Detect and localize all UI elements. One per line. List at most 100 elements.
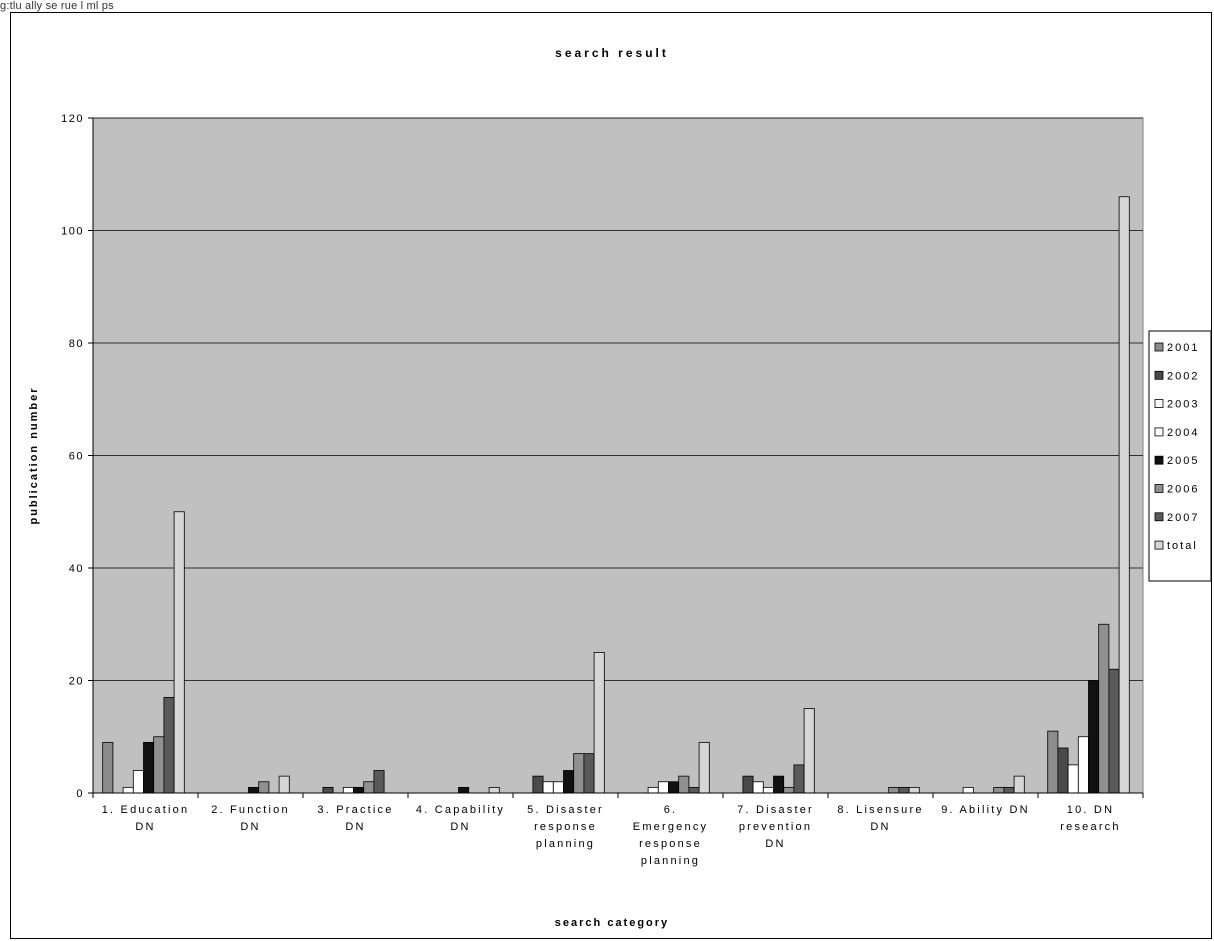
bar-total-cat-10 <box>1118 196 1130 794</box>
bar-2001-cat-1 <box>102 741 114 794</box>
bar-2005-cat-3 <box>353 786 365 794</box>
bar-2007-cat-8 <box>898 786 910 794</box>
bar-2007-cat-7 <box>793 764 805 794</box>
bar-2002-cat-10 <box>1057 747 1069 794</box>
chart-title: search result <box>555 46 669 60</box>
axes: 0 20 40 60 80 100 120 1. Education DN 2. Function… <box>61 113 1144 867</box>
x-tick-label: DN <box>765 838 785 850</box>
legend-label-2005: 2005 <box>1167 455 1199 467</box>
bars <box>102 196 1130 794</box>
x-tick-label: 3. Practice <box>317 804 393 816</box>
bar-2003-cat-1 <box>122 786 134 794</box>
x-tick-label: DN <box>870 821 890 833</box>
bar-2001-cat-10 <box>1047 730 1059 794</box>
legend-swatch-2006 <box>1154 484 1164 493</box>
legend-label-2007: 2007 <box>1167 512 1199 524</box>
y-axis-title: publication number <box>28 386 40 524</box>
x-tick-label: 2. Function <box>211 804 290 816</box>
bar-2005-cat-7 <box>773 775 785 794</box>
legend-swatch-2005 <box>1154 455 1164 465</box>
bar-chart: 0 20 40 60 80 100 120 1. Education DN 2. Function… <box>28 46 1212 929</box>
x-tick-label: prevention <box>739 821 812 833</box>
bar-2005-cat-5 <box>563 770 575 794</box>
y-tick-label: 80 <box>69 338 84 350</box>
x-tick-label: 8. Lisensure <box>837 804 923 816</box>
gridlines <box>93 117 1143 681</box>
bar-total-cat-2 <box>278 775 290 794</box>
bar-2006-cat-2 <box>258 781 270 794</box>
legend-label-2001: 2001 <box>1167 342 1199 354</box>
x-tick-label: 6. <box>664 804 678 816</box>
bar-2004-cat-10 <box>1077 736 1089 794</box>
x-tick-label: response <box>534 821 597 833</box>
bar-2002-cat-7 <box>742 775 754 794</box>
bar-2007-cat-3 <box>373 770 385 794</box>
x-tick-label: DN <box>135 821 155 833</box>
x-tick-label: response <box>639 838 702 850</box>
y-tick-label: 40 <box>69 563 84 575</box>
x-tick-label: 9. Ability DN <box>941 804 1030 816</box>
bar-2006-cat-5 <box>573 753 585 794</box>
bar-2003-cat-6 <box>647 786 659 794</box>
bar-2007-cat-1 <box>163 696 175 794</box>
y-tick-label: 60 <box>69 451 84 463</box>
legend-swatch-2004 <box>1154 427 1164 437</box>
bar-2003-cat-9 <box>962 786 974 794</box>
bar-2006-cat-9 <box>993 786 1005 794</box>
legend-label-total: total <box>1167 540 1198 552</box>
bar-2007-cat-5 <box>583 753 595 794</box>
legend-swatch-2002 <box>1154 370 1164 380</box>
bar-2006-cat-6 <box>678 775 690 794</box>
bar-2005-cat-4 <box>458 786 470 794</box>
bar-total-cat-6 <box>698 741 710 794</box>
legend-swatch-2003 <box>1154 399 1164 409</box>
bar-2002-cat-5 <box>532 775 544 794</box>
bar-2005-cat-2 <box>248 786 260 794</box>
y-tick-label: 100 <box>61 226 84 238</box>
legend-swatch-total <box>1154 540 1164 550</box>
bar-2007-cat-9 <box>1003 786 1015 794</box>
bar-2003-cat-5 <box>542 781 554 794</box>
y-tick-label: 20 <box>69 676 84 688</box>
bar-2004-cat-5 <box>552 781 564 794</box>
bar-2002-cat-3 <box>322 786 334 794</box>
bar-2003-cat-10 <box>1067 764 1079 794</box>
x-tick-label: planning <box>536 838 595 850</box>
chart-frame: 0 20 40 60 80 100 120 1. Education DN 2. Function… <box>10 12 1212 939</box>
bar-2004-cat-1 <box>132 770 144 794</box>
bar-2005-cat-1 <box>143 741 155 794</box>
figure-caption: g:tlu ally se rue l ml ps <box>0 0 114 12</box>
legend-swatch-2001 <box>1154 342 1164 352</box>
bar-2004-cat-3 <box>342 786 354 794</box>
bar-total-cat-7 <box>803 708 815 794</box>
x-tick-label: 4. Capability <box>416 804 505 816</box>
x-tick-label: DN <box>240 821 260 833</box>
y-tick-label: 0 <box>76 788 84 800</box>
bar-2006-cat-3 <box>363 781 375 794</box>
legend-label-2004: 2004 <box>1167 427 1199 439</box>
bar-total-cat-5 <box>593 651 605 794</box>
bar-2006-cat-8 <box>888 786 900 794</box>
bar-2004-cat-6 <box>657 781 669 794</box>
bar-2003-cat-7 <box>752 781 764 794</box>
x-tick-label: 10. DN <box>1067 804 1114 816</box>
y-tick-label: 120 <box>61 113 84 125</box>
x-tick-label: 7. Disaster <box>737 804 814 816</box>
legend-swatch-2007 <box>1154 512 1164 522</box>
x-axis-title: search category <box>555 917 669 929</box>
bar-2007-cat-6 <box>688 786 700 794</box>
x-tick-label: Emergency <box>633 821 708 833</box>
x-tick-label: 5. Disaster <box>527 804 604 816</box>
legend-label-2002: 2002 <box>1167 370 1199 382</box>
bar-2006-cat-10 <box>1098 623 1110 794</box>
x-tick-label: research <box>1060 821 1120 833</box>
x-tick-label: DN <box>450 821 470 833</box>
legend-label-2003: 2003 <box>1167 399 1199 411</box>
legend: 2001 2002 2003 2004 2005 2006 2007 total <box>1148 330 1212 582</box>
bar-total-cat-8 <box>908 786 920 794</box>
bar-2004-cat-7 <box>762 786 774 794</box>
legend-label-2006: 2006 <box>1167 484 1199 496</box>
x-tick-label: planning <box>641 855 700 867</box>
bar-total-cat-1 <box>173 511 185 794</box>
x-tick-label: DN <box>345 821 365 833</box>
